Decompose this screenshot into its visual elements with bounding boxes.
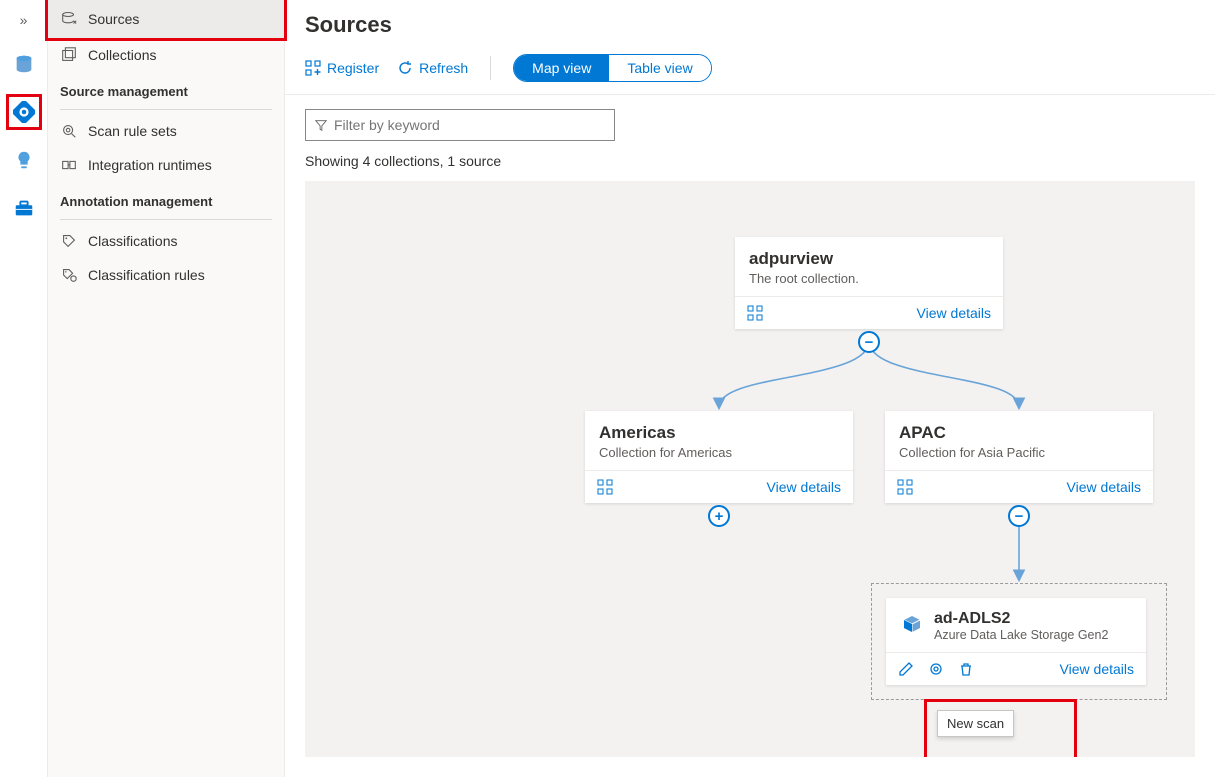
sources-icon — [60, 10, 78, 28]
nav-rail: » — [0, 0, 48, 777]
sidebar-section-source-mgmt: Source management — [48, 72, 284, 105]
card-subtitle: The root collection. — [749, 271, 989, 286]
card-title: APAC — [899, 423, 1139, 443]
delete-icon[interactable] — [958, 661, 974, 677]
card-title: Americas — [599, 423, 839, 443]
view-details-link[interactable]: View details — [917, 305, 991, 321]
source-title: ad-ADLS2 — [934, 610, 1108, 628]
collapse-button-apac[interactable] — [1008, 505, 1030, 527]
classification-rules-icon — [60, 266, 78, 284]
rail-expand-toggle[interactable]: » — [14, 6, 34, 34]
card-title: adpurview — [749, 249, 989, 269]
expand-button-americas[interactable] — [708, 505, 730, 527]
filter-input[interactable] — [306, 110, 614, 140]
button-label: Register — [327, 60, 379, 76]
card-subtitle: Collection for Asia Pacific — [899, 445, 1139, 460]
collection-card-apac[interactable]: APAC Collection for Asia Pacific View de… — [885, 411, 1153, 503]
filter-input-wrapper — [305, 109, 615, 141]
lightbulb-icon — [13, 149, 35, 171]
storage-icon — [900, 612, 924, 636]
page-title: Sources — [285, 0, 1215, 48]
sidebar-item-scan-rule-sets[interactable]: Scan rule sets — [48, 114, 284, 148]
source-card-adls2[interactable]: ad-ADLS2 Azure Data Lake Storage Gen2 Vi… — [886, 598, 1146, 685]
sidebar-item-classifications[interactable]: Classifications — [48, 224, 284, 258]
source-subtitle: Azure Data Lake Storage Gen2 — [934, 628, 1108, 642]
toolbar: Register Refresh Map view Table view — [285, 48, 1215, 95]
collection-card-root[interactable]: adpurview The root collection. View deta… — [735, 237, 1003, 329]
scan-icon[interactable] — [928, 661, 944, 677]
divider — [60, 109, 272, 110]
main-content: Sources Register Refresh Map view Table … — [285, 0, 1215, 777]
sidebar-item-sources[interactable]: Sources — [48, 0, 284, 38]
sidebar-item-classification-rules[interactable]: Classification rules — [48, 258, 284, 292]
sidebar-item-label: Classification rules — [88, 267, 205, 283]
data-catalog-icon — [13, 53, 35, 75]
view-details-link[interactable]: View details — [767, 479, 841, 495]
collapse-button-root[interactable] — [858, 331, 880, 353]
rail-item-insights[interactable] — [6, 142, 42, 178]
map-view-button[interactable]: Map view — [514, 55, 609, 81]
refresh-icon — [397, 60, 413, 76]
sidebar-item-label: Sources — [88, 11, 139, 27]
sidebar-item-label: Classifications — [88, 233, 177, 249]
source-group: ad-ADLS2 Azure Data Lake Storage Gen2 Vi… — [871, 583, 1167, 700]
table-view-button[interactable]: Table view — [609, 55, 710, 81]
filter-icon — [314, 118, 328, 132]
grid-icon[interactable] — [897, 479, 913, 495]
sidebar: Sources Collections Source management Sc… — [48, 0, 285, 777]
map-canvas[interactable]: adpurview The root collection. View deta… — [305, 181, 1195, 757]
sidebar-item-integration-runtimes[interactable]: Integration runtimes — [48, 148, 284, 182]
view-details-link[interactable]: View details — [1067, 479, 1141, 495]
collections-icon — [60, 46, 78, 64]
data-map-icon — [13, 101, 35, 123]
scan-icon — [60, 122, 78, 140]
collection-card-americas[interactable]: Americas Collection for Americas View de… — [585, 411, 853, 503]
filter-row — [285, 95, 1215, 149]
divider — [60, 219, 272, 220]
button-label: Refresh — [419, 60, 468, 76]
grid-plus-icon — [305, 60, 321, 76]
refresh-button[interactable]: Refresh — [397, 60, 468, 76]
view-details-link[interactable]: View details — [1060, 661, 1134, 677]
sidebar-item-collections[interactable]: Collections — [48, 38, 284, 72]
view-toggle: Map view Table view — [513, 54, 712, 82]
sidebar-item-label: Integration runtimes — [88, 157, 212, 173]
highlight-box-new-scan — [924, 699, 1077, 757]
rail-item-data-catalog[interactable] — [6, 46, 42, 82]
toolbar-separator — [490, 56, 491, 80]
rail-item-data-map[interactable] — [6, 94, 42, 130]
classifications-icon — [60, 232, 78, 250]
sidebar-section-annotation: Annotation management — [48, 182, 284, 215]
sidebar-item-label: Collections — [88, 47, 156, 63]
card-subtitle: Collection for Americas — [599, 445, 839, 460]
rail-item-management[interactable] — [6, 190, 42, 226]
grid-icon[interactable] — [747, 305, 763, 321]
summary-text: Showing 4 collections, 1 source — [285, 149, 1215, 181]
sidebar-item-label: Scan rule sets — [88, 123, 177, 139]
integration-icon — [60, 156, 78, 174]
register-button[interactable]: Register — [305, 60, 379, 76]
toolbox-icon — [13, 197, 35, 219]
grid-icon[interactable] — [597, 479, 613, 495]
edit-icon[interactable] — [898, 661, 914, 677]
